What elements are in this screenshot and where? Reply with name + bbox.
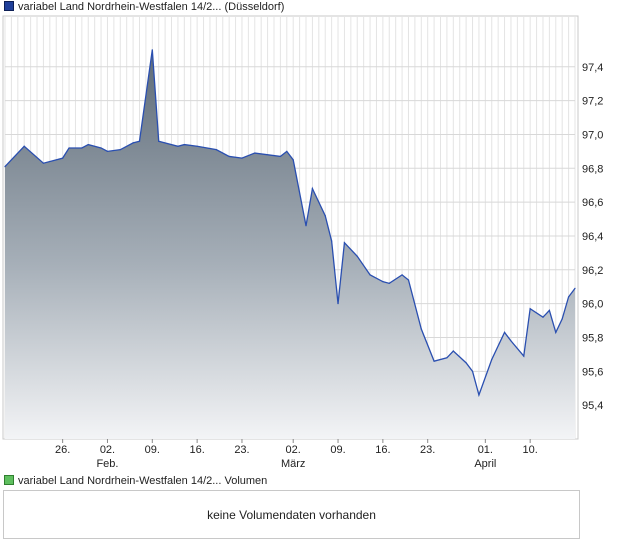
price-point: [382, 281, 384, 283]
price-point: [138, 140, 141, 142]
price-point: [254, 152, 256, 154]
y-tick-label: 96,0: [582, 299, 603, 311]
price-point: [177, 145, 179, 147]
price-point: [23, 145, 25, 147]
price-point: [132, 142, 134, 144]
price-point: [183, 143, 185, 146]
price-point: [555, 331, 557, 334]
price-point: [62, 157, 64, 159]
price-chart: 95,4 95,6 95,8 96,0 96,2 96,4 96,6 96,8 97,0 97,2…: [2, 15, 603, 470]
price-point: [87, 143, 89, 146]
price-point: [542, 316, 544, 318]
price-point: [42, 162, 45, 164]
price-point: [420, 328, 422, 330]
price-point: [478, 394, 480, 396]
x-tick-month-label: April: [474, 458, 496, 470]
x-tick-label: 02.: [100, 444, 115, 456]
price-point: [401, 274, 403, 276]
volume-panel: keine Volumendaten vorhanden: [3, 490, 580, 539]
x-tick-month-label: Feb.: [96, 458, 118, 470]
price-line: [4, 49, 576, 398]
price-point: [106, 150, 109, 152]
price-point: [331, 240, 333, 242]
price-point: [567, 296, 570, 298]
price-point: [305, 225, 307, 227]
price-point: [286, 150, 288, 152]
price-point: [241, 157, 243, 159]
price-point: [343, 242, 346, 244]
x-tick-label: 26.: [55, 444, 70, 456]
y-tick-label: 96,4: [582, 231, 603, 243]
x-tick-month-label: März: [281, 458, 305, 470]
price-point: [292, 159, 294, 161]
price-legend: variabel Land Nordrhein-Westfalen 14/2..…: [4, 0, 284, 14]
y-tick-label: 97,2: [582, 96, 603, 108]
y-tick-label: 95,6: [582, 366, 603, 378]
x-axis-labels: 26. 02. Feb. 09. 16. 23. 02. März 09. 16. 23. 01. Ap…: [55, 439, 538, 470]
price-point: [548, 309, 550, 312]
price-point: [215, 149, 217, 151]
x-tick-label: 01.: [478, 444, 493, 456]
price-point: [465, 362, 467, 364]
x-tick-label: 09.: [145, 444, 160, 456]
price-point: [471, 370, 474, 372]
price-point: [356, 255, 358, 257]
price-point: [529, 308, 531, 310]
price-point: [324, 215, 326, 217]
y-tick-label: 97,4: [582, 62, 603, 74]
price-point: [561, 318, 563, 320]
price-point: [452, 350, 454, 352]
price-point: [4, 165, 6, 168]
price-points: [4, 49, 576, 396]
price-point: [151, 49, 153, 51]
price-point: [523, 355, 525, 357]
y-tick-label: 96,8: [582, 163, 603, 175]
x-tick-label: 23.: [234, 444, 249, 456]
volume-legend: variabel Land Nordrhein-Westfalen 14/2..…: [4, 474, 267, 488]
price-area: [5, 49, 575, 440]
y-tick-label: 95,8: [582, 332, 603, 344]
price-point: [158, 140, 160, 142]
price-point: [510, 340, 512, 342]
x-tick-label: 16.: [189, 444, 204, 456]
y-tick-label: 96,6: [582, 197, 603, 209]
x-tick-label: 10.: [523, 444, 538, 456]
price-point: [119, 149, 121, 151]
price-point: [100, 147, 102, 149]
price-point: [196, 145, 198, 147]
volume-legend-label: variabel Land Nordrhein-Westfalen 14/2..…: [18, 475, 268, 487]
y-axis-labels: 95,4 95,6 95,8 96,0 96,2 96,4 96,6 96,8 97,0 97,2…: [582, 62, 603, 412]
price-point: [491, 358, 493, 361]
price-point: [433, 360, 435, 362]
price-point: [369, 274, 371, 276]
price-point: [388, 282, 390, 284]
price-point: [407, 279, 410, 281]
volume-empty-message: keine Volumendaten vorhanden: [207, 508, 376, 522]
price-point: [337, 303, 339, 305]
y-tick-label: 95,4: [582, 400, 603, 412]
x-tick-label: 16.: [375, 444, 390, 456]
price-point: [446, 357, 448, 359]
price-point: [503, 331, 506, 334]
price-point: [574, 287, 576, 290]
y-tick-label: 96,2: [582, 265, 603, 277]
price-point: [228, 155, 230, 158]
volume-legend-swatch: [4, 475, 14, 486]
x-tick-label: 23.: [420, 444, 435, 456]
price-point: [279, 155, 281, 158]
price-legend-label: variabel Land Nordrhein-Westfalen 14/2..…: [18, 1, 285, 13]
price-legend-swatch: [4, 1, 14, 12]
x-tick-label: 09.: [330, 444, 345, 456]
price-point: [68, 147, 70, 149]
price-point: [311, 187, 314, 190]
price-point: [81, 147, 83, 149]
y-tick-label: 97,0: [582, 129, 603, 141]
x-tick-label: 02.: [286, 444, 301, 456]
